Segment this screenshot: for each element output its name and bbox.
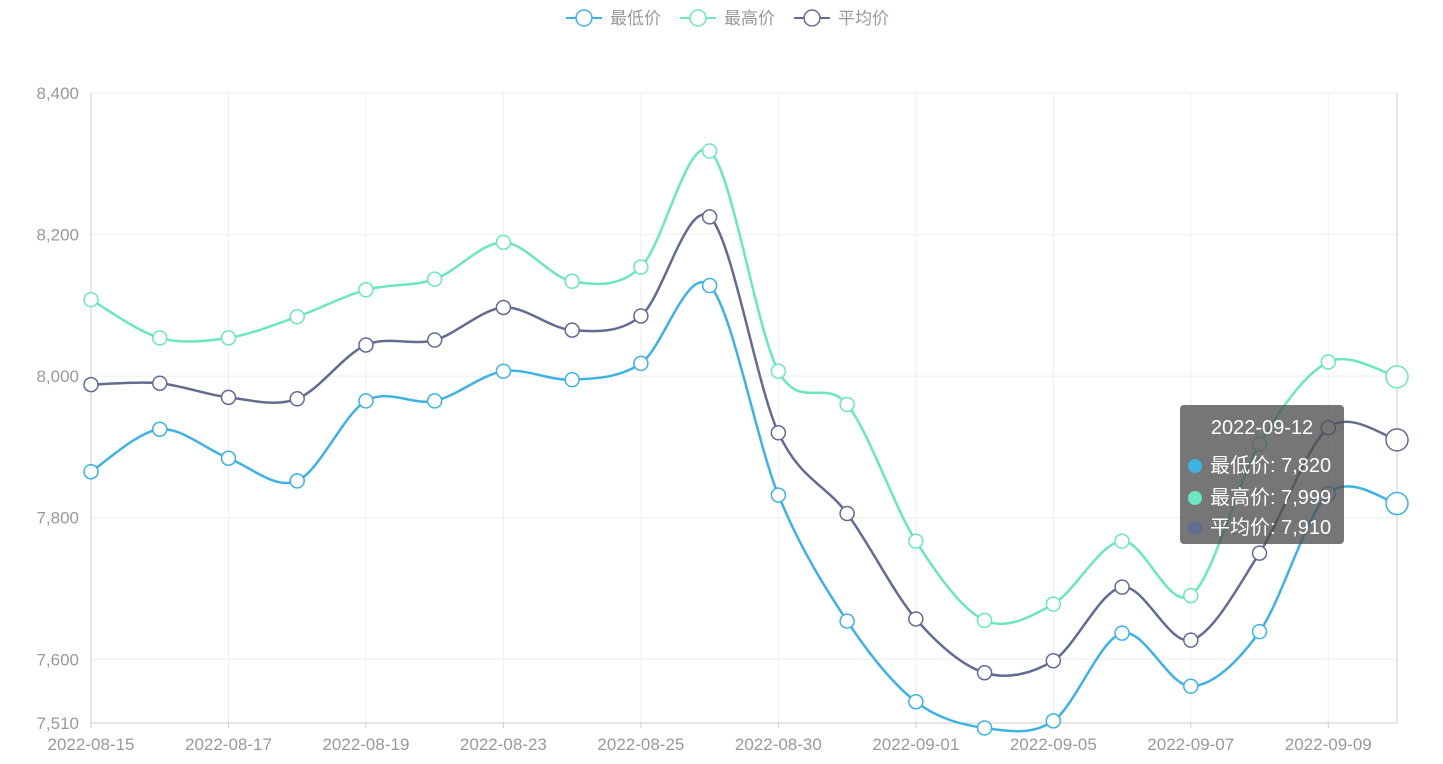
chart-tooltip: 2022-09-12 最低价: 7,820 最高价: 7,999 平均价: 7,…	[1180, 405, 1344, 544]
tooltip-title: 2022-09-12	[1210, 417, 1314, 439]
data-point	[976, 664, 993, 681]
data-point	[151, 421, 168, 437]
data-point	[358, 282, 374, 298]
data-point	[701, 277, 718, 294]
data-point	[495, 299, 512, 316]
data-point	[220, 330, 237, 346]
data-point	[564, 371, 580, 388]
legend-label: 最高价	[724, 9, 775, 28]
series	[83, 143, 1409, 736]
tooltip-row-label: 最高价: 7,999	[1210, 487, 1332, 509]
data-point	[908, 611, 924, 627]
data-point	[289, 473, 305, 489]
data-point	[220, 389, 237, 406]
data-point	[564, 273, 580, 290]
tooltip-row-min: 最低价: 7,820	[1188, 449, 1331, 478]
y-tick-label: 7,800	[36, 509, 79, 528]
data-point	[1385, 428, 1409, 452]
data-point	[426, 271, 443, 287]
data-point	[976, 612, 993, 629]
data-point	[770, 363, 787, 379]
data-point	[289, 391, 305, 407]
data-point	[839, 396, 855, 413]
data-point	[770, 487, 787, 503]
x-tick-label: 2022-09-07	[1147, 735, 1234, 754]
data-point	[770, 425, 787, 441]
data-point	[1045, 596, 1062, 612]
data-point	[289, 308, 305, 325]
x-tick-label: 2022-09-01	[872, 735, 959, 754]
x-tick-label: 2022-09-05	[1010, 735, 1097, 754]
data-point	[633, 259, 649, 275]
y-tick-label: 8,200	[36, 226, 79, 245]
data-point	[83, 376, 99, 393]
legend-circle-icon	[689, 9, 707, 27]
y-tick-label: 7,600	[36, 650, 79, 669]
data-point	[908, 694, 924, 710]
data-point	[1251, 545, 1268, 561]
legend-item[interactable]: 最低价	[566, 9, 661, 28]
data-point	[633, 355, 649, 372]
data-point	[83, 463, 99, 480]
data-point	[1385, 365, 1409, 389]
y-tick-label: 8,000	[36, 367, 79, 386]
tooltip-row-label: 平均价: 7,910	[1210, 517, 1332, 539]
x-tick-label: 2022-08-19	[322, 735, 409, 754]
data-point	[1045, 713, 1062, 729]
data-point	[564, 322, 580, 338]
tooltip-row-label: 最低价: 7,820	[1210, 455, 1332, 477]
data-point	[220, 450, 237, 467]
data-point	[976, 720, 993, 736]
data-point	[151, 330, 168, 346]
data-point	[633, 308, 649, 324]
data-point	[1251, 623, 1268, 640]
x-tick-label: 2022-09-09	[1285, 735, 1372, 754]
data-point	[1183, 587, 1199, 604]
tooltip-row-avg: 平均价: 7,910	[1188, 511, 1331, 540]
data-point	[495, 363, 512, 379]
x-tick-label: 2022-08-25	[597, 735, 684, 754]
data-point	[908, 533, 924, 549]
data-point	[1385, 491, 1409, 516]
series-line	[90, 148, 1398, 626]
legend-label: 平均价	[838, 9, 889, 28]
x-tick-label: 2022-08-15	[48, 735, 135, 754]
data-point	[1114, 533, 1130, 549]
x-tick-label: 2022-08-17	[185, 735, 272, 754]
data-point	[151, 375, 168, 391]
tooltip-marker-icon	[1188, 459, 1202, 473]
axes: 7,510 7,600 7,800 8,000 8,200 8,400 2022-08-15…	[36, 84, 1398, 754]
tooltip-row-max: 最高价: 7,999	[1188, 481, 1331, 510]
legend-circle-icon	[575, 9, 593, 27]
x-tick-label: 2022-08-30	[735, 735, 822, 754]
data-point	[358, 393, 374, 409]
data-point	[1114, 625, 1130, 641]
tooltip-marker-icon	[1188, 491, 1202, 505]
data-point	[701, 209, 718, 225]
y-tick-label: 8,400	[36, 84, 79, 103]
data-point	[839, 505, 855, 522]
data-point	[495, 234, 512, 251]
data-point	[1183, 632, 1199, 648]
data-point	[1320, 354, 1337, 370]
legend[interactable]: 最低价 最高价 平均价	[566, 9, 889, 28]
data-point	[1045, 652, 1062, 669]
data-point	[426, 332, 443, 348]
data-point	[83, 291, 99, 308]
legend-circle-icon	[803, 9, 821, 27]
data-point	[358, 337, 374, 353]
data-point	[701, 143, 718, 159]
data-point	[1183, 678, 1199, 694]
legend-item[interactable]: 平均价	[794, 9, 889, 28]
legend-item[interactable]: 最高价	[680, 9, 775, 28]
data-point	[426, 393, 443, 409]
x-tick-label: 2022-08-23	[460, 735, 547, 754]
data-point	[1114, 579, 1130, 595]
legend-label: 最低价	[610, 9, 661, 28]
y-tick-label: 7,510	[36, 714, 79, 733]
tooltip-marker-icon	[1188, 521, 1202, 535]
data-point	[839, 613, 855, 629]
